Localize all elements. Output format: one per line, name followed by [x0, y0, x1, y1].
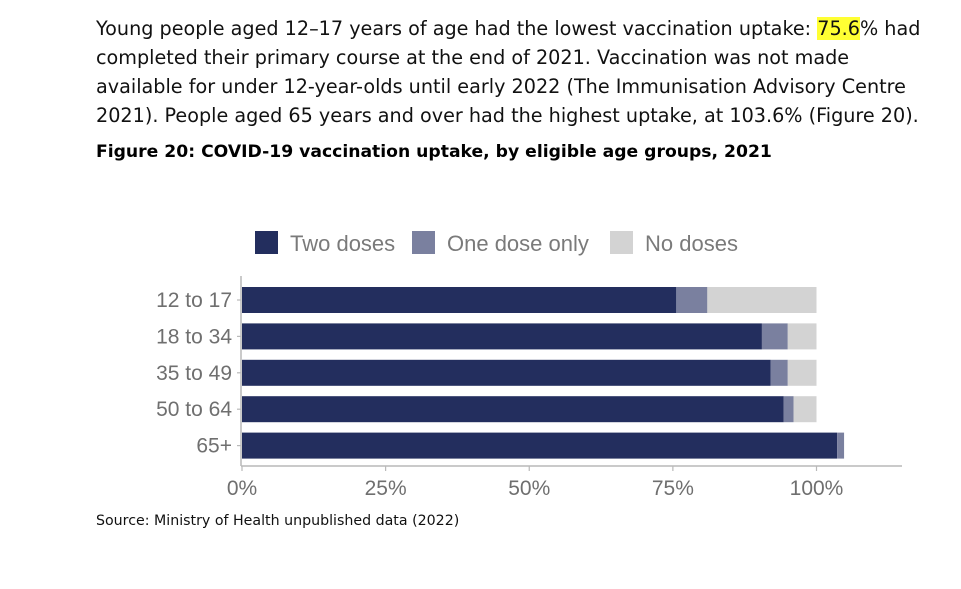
source-note: Source: Ministry of Health unpublished d…: [96, 513, 460, 529]
y-tick-label: 12 to 17: [156, 289, 232, 312]
y-tick-label: 35 to 49: [156, 362, 232, 385]
bar-segment: [242, 396, 784, 423]
x-tick-label: 0%: [227, 477, 257, 500]
x-tick-label: 25%: [365, 477, 407, 500]
paragraph-text-after: % had completed their primary course at …: [96, 17, 921, 127]
highlighted-value: 75.6: [817, 17, 860, 40]
bar-segment: [242, 323, 762, 350]
y-tick-label: 65+: [196, 435, 232, 458]
legend-swatch: [412, 231, 435, 254]
bar-segment: [676, 287, 708, 313]
bar-segment: [242, 359, 771, 386]
bar-segment: [761, 323, 788, 350]
bar-segment: [787, 323, 817, 350]
legend-label: One dose only: [447, 231, 589, 256]
bar-segment: [787, 359, 817, 386]
bar-segment: [783, 396, 794, 423]
bar-segment: [770, 359, 788, 386]
legend-label: Two doses: [290, 231, 395, 256]
legend-swatch: [610, 231, 633, 254]
bar-segment: [793, 396, 817, 423]
y-tick-label: 50 to 64: [156, 398, 232, 421]
x-tick-label: 75%: [652, 477, 694, 500]
bar-segment: [707, 287, 817, 313]
figure-title: Figure 20: COVID-19 vaccination uptake, …: [96, 142, 772, 162]
legend-label: No doses: [645, 231, 738, 256]
bar-segment: [242, 287, 677, 313]
x-tick-label: 100%: [790, 477, 844, 500]
paragraph-text-before: Young people aged 12–17 years of age had…: [96, 17, 818, 40]
legend-swatch: [255, 231, 278, 254]
x-tick-label: 50%: [508, 477, 550, 500]
y-tick-label: 18 to 34: [156, 325, 232, 348]
bar-segment: [242, 432, 838, 459]
bar-segment: [837, 432, 845, 459]
intro-paragraph: Young people aged 12–17 years of age had…: [96, 14, 926, 130]
